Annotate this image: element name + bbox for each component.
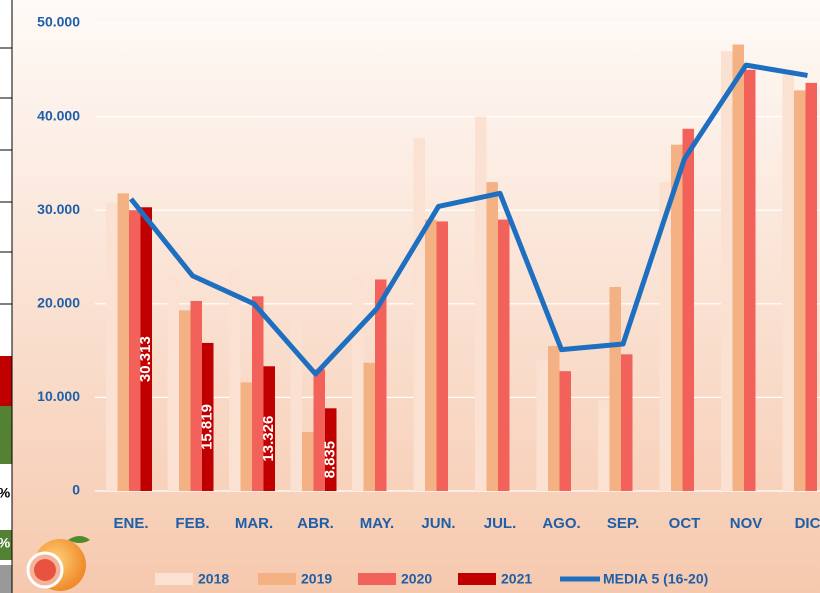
bar [782,69,794,492]
legend-label: 2018 [198,571,229,587]
bar [609,286,621,491]
bar [475,116,487,491]
bar [498,219,510,491]
bar [375,279,387,491]
bar [721,51,733,491]
y-tick-label: 50.000 [37,14,80,30]
bar [352,275,364,491]
y-tick-label: 40.000 [37,107,80,123]
x-tick-label: FEB. [175,515,209,532]
bar [202,342,214,491]
bar [732,44,744,491]
data-label: 30.313 [137,336,154,382]
bar [179,310,191,491]
bar [682,128,694,491]
bar [313,369,325,491]
x-tick-label: JUL. [484,515,517,532]
bar [425,219,437,491]
bar [229,269,241,491]
y-tick-label: 0 [72,482,80,498]
bar [559,371,571,491]
legend-label: 2019 [301,571,332,587]
bar [548,345,560,491]
legend-label: 2020 [401,571,432,587]
bar [536,359,548,491]
legend-swatch [358,573,396,585]
y-tick-label: 10.000 [37,388,80,404]
bar [167,277,179,491]
bar [436,221,448,491]
legend-label: 2021 [501,571,532,587]
x-tick-label: SEP. [607,515,639,532]
bar [140,207,152,491]
side-label: % [0,485,11,501]
bar [190,300,202,491]
bar [671,144,683,491]
fruit-icon [26,536,90,591]
cropped-table [0,0,13,593]
bar [486,182,498,491]
legend-swatch [458,573,496,585]
x-tick-label: ENE. [113,515,148,532]
bar [263,366,275,491]
bar [794,90,806,491]
bar [413,138,425,492]
x-tick-label: DIC [795,515,820,532]
data-label: 13.326 [260,416,277,462]
bar [744,69,756,492]
data-label: 15.819 [199,404,216,450]
side-label: % [0,535,11,551]
bar [302,432,314,491]
bar [117,193,129,492]
bar [106,202,118,491]
x-tick-label: JUN. [421,515,455,532]
x-tick-label: OCT [669,515,701,532]
bar [659,182,671,491]
x-tick-label: MAR. [235,515,273,532]
bar [363,362,375,491]
bar [621,354,633,491]
data-label: 8.835 [322,441,339,479]
x-tick-label: AGO. [542,515,580,532]
legend-swatch [155,573,193,585]
legend-swatch [258,573,296,585]
legend-label: MEDIA 5 (16-20) [603,571,708,587]
y-tick-label: 30.000 [37,201,80,217]
bar [805,82,817,492]
bar [252,296,264,491]
y-tick-label: 20.000 [37,295,80,311]
x-tick-label: NOV [730,515,763,532]
x-tick-label: MAY. [360,515,394,532]
bar [240,382,252,491]
bar [598,400,610,491]
line-series [129,62,808,377]
x-tick-label: ABR. [297,515,334,532]
bar [129,210,141,491]
bar [290,320,302,491]
bar [325,408,337,491]
